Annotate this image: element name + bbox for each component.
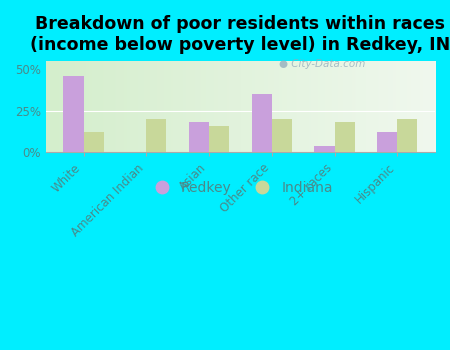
Bar (397, 119, 418, 152)
Bar (84, 132, 104, 152)
Bar (315, 146, 335, 152)
Text: ● City-Data.com: ● City-Data.com (279, 59, 366, 69)
Bar (63, 76, 84, 152)
Bar (252, 94, 272, 152)
Title: Breakdown of poor residents within races
(income below poverty level) in Redkey,: Breakdown of poor residents within races… (30, 15, 450, 54)
Bar (335, 122, 355, 152)
Bar (189, 122, 209, 152)
Bar (146, 119, 166, 152)
Bar (209, 126, 229, 152)
Bar (272, 119, 292, 152)
Legend: Redkey, Indiana: Redkey, Indiana (142, 175, 339, 200)
Bar (377, 132, 397, 152)
